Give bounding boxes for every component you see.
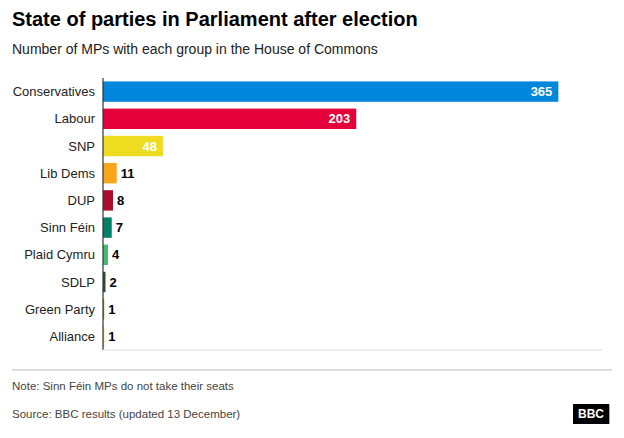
title: State of parties in Parliament after ele…	[12, 8, 418, 30]
bar	[103, 81, 558, 101]
data-label: 203	[329, 111, 351, 126]
y-tick-label: Alliance	[49, 329, 95, 344]
bar	[103, 109, 356, 129]
bar	[103, 217, 112, 237]
y-tick-labels: Conservatives Labour SNP Lib Dems DUP Sinn Fé…	[13, 84, 96, 344]
bars	[103, 81, 558, 346]
footer-rule	[12, 370, 612, 371]
y-tick-label: Plaid Cymru	[24, 247, 95, 262]
subtitle: Number of MPs with each group in the Hou…	[12, 41, 378, 57]
y-tick-label: SNP	[68, 139, 95, 154]
data-label: 7	[116, 220, 123, 235]
data-label: 8	[117, 193, 124, 208]
data-label: 11	[121, 166, 135, 181]
data-label: 48	[142, 139, 156, 154]
data-label: 365	[531, 84, 553, 99]
y-tick-label: SDLP	[61, 275, 95, 290]
data-label: 4	[112, 247, 120, 262]
data-label: 2	[109, 275, 116, 290]
y-tick-label: DUP	[68, 193, 95, 208]
logo-box	[573, 404, 609, 424]
bar	[103, 163, 117, 183]
background	[0, 0, 624, 438]
x-axis-line	[103, 350, 602, 351]
y-tick-label: Conservatives	[13, 84, 96, 99]
bar	[103, 190, 113, 210]
chart: State of parties in Parliament after ele…	[0, 0, 624, 438]
bar	[103, 245, 108, 265]
y-tick-label: Green Party	[25, 302, 96, 317]
data-label: 1	[108, 302, 115, 317]
note: Note: Sinn Féin MPs do not take their se…	[12, 380, 234, 392]
data-labels: 3652034811874211	[108, 84, 552, 344]
y-tick-label: Labour	[55, 111, 96, 126]
bar	[103, 136, 163, 156]
data-label: 1	[108, 329, 115, 344]
logo: BBC	[573, 404, 609, 424]
y-tick-label: Lib Dems	[40, 166, 95, 181]
y-tick-label: Sinn Féin	[40, 220, 95, 235]
source: Source: BBC results (updated 13 December…	[12, 408, 240, 420]
logo-text: BBC	[578, 407, 604, 421]
y-axis-line	[102, 78, 103, 350]
